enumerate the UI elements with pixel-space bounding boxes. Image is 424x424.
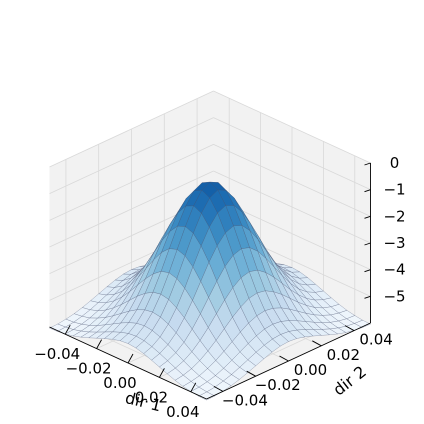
z-tick-mark bbox=[364, 269, 371, 273]
x-tick-label: −0.02 bbox=[66, 360, 112, 378]
y-tick-label: 0.00 bbox=[294, 361, 327, 379]
z-tick-label: −4 bbox=[383, 261, 405, 279]
gridline-z-back bbox=[213, 170, 371, 244]
x-tick-mark bbox=[96, 339, 102, 349]
surface-mesh bbox=[49, 181, 371, 401]
x-tick-mark bbox=[64, 324, 71, 335]
gridline-z-left bbox=[49, 90, 214, 168]
x-tick-label: 0.02 bbox=[135, 388, 168, 406]
y-tick-mark bbox=[246, 370, 256, 377]
z-tick-label: −5 bbox=[383, 287, 405, 305]
z-tick-label: −1 bbox=[383, 181, 405, 199]
z-tick-mark bbox=[364, 215, 371, 219]
y-tick-label: 0.04 bbox=[359, 331, 392, 349]
gridline-z-back bbox=[213, 117, 371, 191]
x-tick-mark bbox=[127, 353, 134, 364]
y-tick-label: −0.02 bbox=[255, 376, 301, 394]
gridline-z-back bbox=[213, 143, 371, 217]
z-tick-mark bbox=[364, 189, 371, 193]
z-tick-label: 0 bbox=[390, 154, 400, 172]
z-tick-mark bbox=[364, 295, 371, 299]
y-axis-label: dir 2 bbox=[329, 362, 369, 399]
y-tick-label: 0.02 bbox=[327, 346, 360, 364]
y-tick-mark bbox=[344, 325, 355, 331]
z-tick-mark bbox=[364, 242, 371, 246]
tick-labels: −0.04−0.020.000.020.04−0.04−0.020.000.02… bbox=[34, 154, 405, 421]
y-tick-mark bbox=[279, 355, 289, 362]
surface-face bbox=[198, 391, 215, 401]
gridline-z-left bbox=[49, 117, 214, 195]
x-tick-label: 0.04 bbox=[166, 403, 199, 421]
y-tick-label: −0.04 bbox=[222, 391, 268, 409]
gridline-z-left bbox=[49, 143, 214, 221]
x-tick-mark bbox=[190, 382, 197, 393]
z-tick-label: −2 bbox=[383, 207, 405, 225]
gridline-z-left bbox=[49, 170, 214, 248]
tick-marks bbox=[64, 162, 371, 393]
y-tick-mark bbox=[213, 386, 224, 392]
z-tick-mark bbox=[364, 162, 371, 166]
z-tick-label: −3 bbox=[383, 234, 405, 252]
y-tick-mark bbox=[312, 340, 322, 347]
x-tick-mark bbox=[159, 368, 165, 378]
x-tick-label: 0.00 bbox=[103, 374, 136, 392]
x-tick-label: −0.04 bbox=[34, 345, 80, 363]
gridline-z-back bbox=[213, 90, 371, 164]
